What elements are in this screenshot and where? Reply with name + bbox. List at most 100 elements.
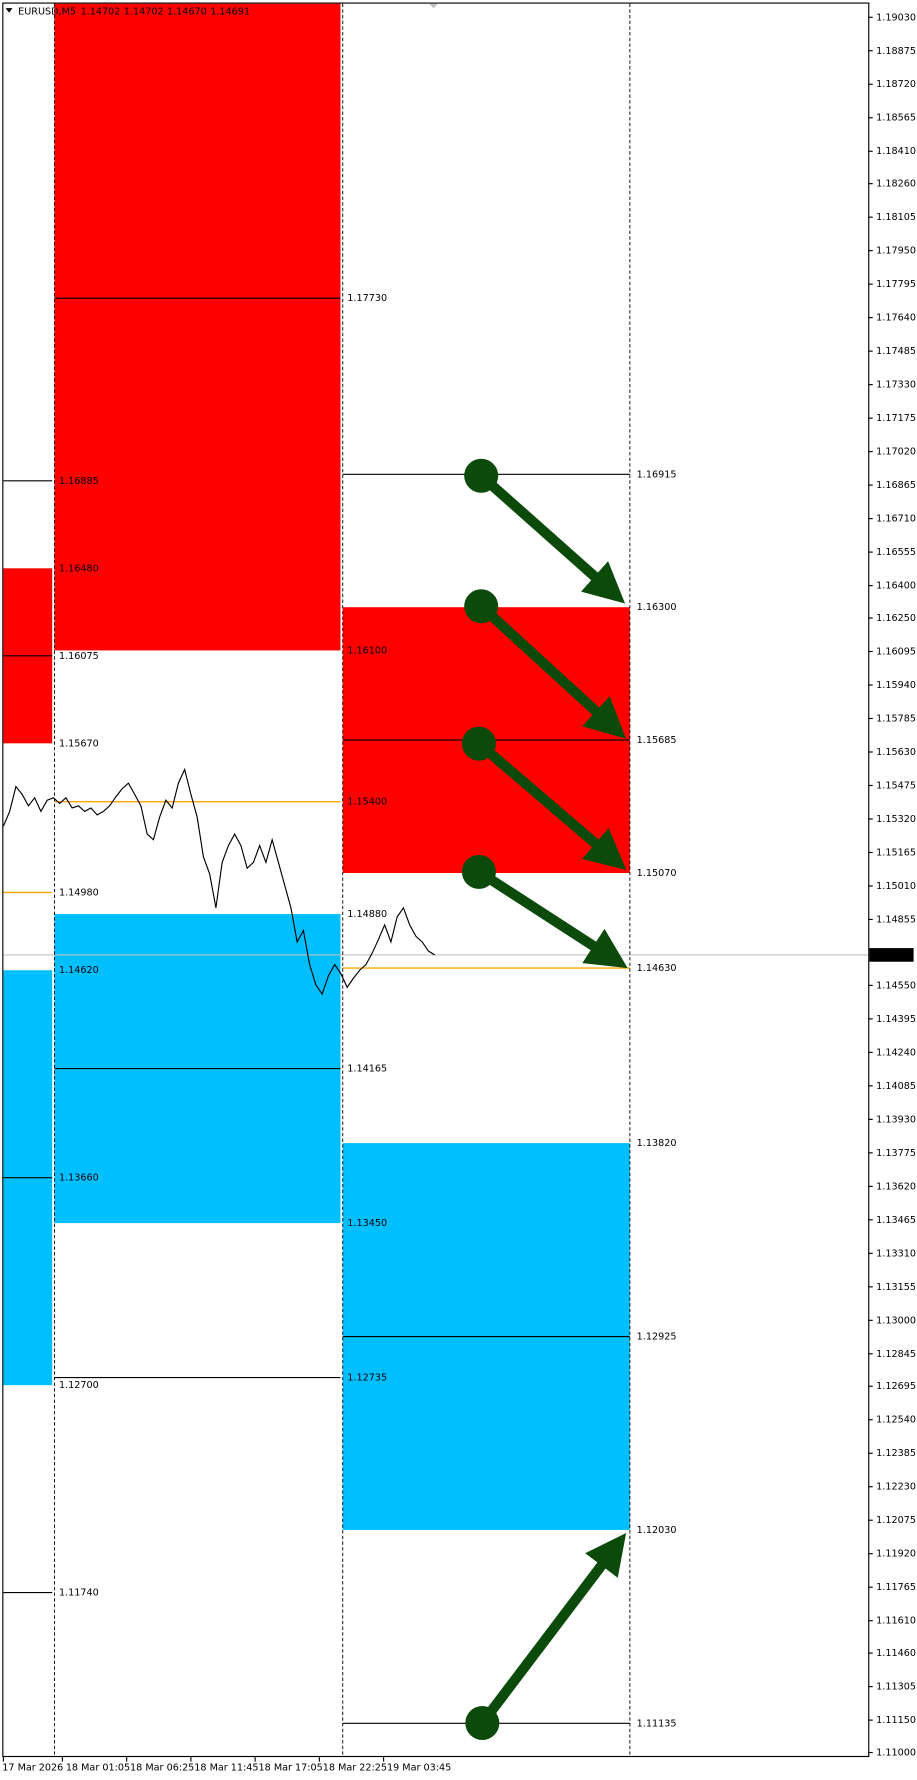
y-tick-label: 1.16555 xyxy=(876,547,916,558)
level-label: 1.12700 xyxy=(59,1380,99,1391)
y-tick-label: 1.12845 xyxy=(876,1349,916,1360)
y-tick-label: 1.17485 xyxy=(876,346,916,357)
x-tick-label: 19 Mar 03:45 xyxy=(387,1762,451,1773)
y-tick-label: 1.16250 xyxy=(876,613,916,624)
y-tick-label: 1.17640 xyxy=(876,313,916,324)
y-tick-label: 1.14855 xyxy=(876,914,916,925)
x-tick-label: 18 Mar 17:05 xyxy=(259,1762,323,1773)
price-axis: 1.19030 1.18875 1.18720 1.18565 1.18410 1.182… xyxy=(868,12,916,1759)
level-labels: 1.16480 1.15670 1.14620 1.12700 1.16100 1.148… xyxy=(59,293,676,1729)
arrow-origin xyxy=(464,458,499,493)
price-line xyxy=(2,767,435,996)
ohlc-open: 1.14702 xyxy=(81,7,121,18)
y-tick-label: 1.17020 xyxy=(876,447,916,458)
y-tick-label: 1.17795 xyxy=(876,279,916,290)
y-tick-label: 1.13000 xyxy=(876,1315,916,1326)
y-tick-label: 1.13930 xyxy=(876,1114,916,1125)
arrow-origin xyxy=(464,589,499,624)
y-tick-label: 1.13310 xyxy=(876,1248,916,1259)
price-series xyxy=(2,767,435,996)
y-tick-label: 1.16865 xyxy=(876,480,916,491)
y-tick-label: 1.11765 xyxy=(876,1582,916,1593)
pivot-label: 1.14630 xyxy=(637,963,677,974)
level-label: 1.11135 xyxy=(637,1718,677,1729)
arrow xyxy=(477,471,626,604)
level-label: 1.15070 xyxy=(637,868,677,879)
y-tick-label: 1.15785 xyxy=(876,713,916,724)
arrow xyxy=(478,1532,627,1727)
x-tick-label: 18 Mar 06:25 xyxy=(130,1762,194,1773)
arrow xyxy=(477,602,627,739)
y-tick-label: 1.18565 xyxy=(876,113,916,124)
shift-marker xyxy=(428,3,439,9)
y-tick-label: 1.14550 xyxy=(876,980,916,991)
pivot-label: 1.14980 xyxy=(59,887,99,898)
y-tick-label: 1.15165 xyxy=(876,847,916,858)
level-label: 1.16885 xyxy=(59,476,99,487)
level-label: 1.16300 xyxy=(637,602,677,613)
x-tick-label: 18 Mar 11:45 xyxy=(194,1762,258,1773)
y-tick-label: 1.11305 xyxy=(876,1682,916,1693)
x-tick-label: 18 Mar 01:05 xyxy=(66,1762,130,1773)
arrow-origin xyxy=(461,726,496,761)
level-label: 1.12735 xyxy=(347,1373,387,1384)
time-axis: 17 Mar 2026 18 Mar 01:05 18 Mar 06:25 18 Ma… xyxy=(2,1757,451,1773)
y-tick-label: 1.11610 xyxy=(876,1616,916,1627)
level-label: 1.13450 xyxy=(347,1218,387,1229)
y-tick-label: 1.17330 xyxy=(876,380,916,391)
level-label: 1.16075 xyxy=(59,651,99,662)
level-label: 1.12925 xyxy=(637,1332,677,1343)
y-tick-label: 1.18105 xyxy=(876,212,916,223)
y-tick-label: 1.19030 xyxy=(876,12,916,23)
y-tick-label: 1.12230 xyxy=(876,1482,916,1493)
separators xyxy=(54,3,631,1758)
y-tick-label: 1.14395 xyxy=(876,1014,916,1025)
arrow xyxy=(476,867,628,969)
level-label: 1.12030 xyxy=(637,1525,677,1536)
level-label: 1.16100 xyxy=(347,645,387,656)
y-tick-label: 1.11150 xyxy=(876,1715,916,1726)
y-tick-label: 1.15010 xyxy=(876,881,916,892)
y-tick-label: 1.11920 xyxy=(876,1549,916,1560)
level-label: 1.17730 xyxy=(347,293,387,304)
x-tick-label: 18 Mar 22:25 xyxy=(323,1762,387,1773)
level-label: 1.15670 xyxy=(59,738,99,749)
level-label: 1.16915 xyxy=(637,469,677,480)
y-tick-label: 1.18875 xyxy=(876,46,916,57)
y-tick-label: 1.17950 xyxy=(876,246,916,257)
y-tick-label: 1.16095 xyxy=(876,647,916,658)
chart-frame xyxy=(2,2,870,1758)
y-tick-label: 1.12385 xyxy=(876,1448,916,1459)
y-tick-label: 1.15320 xyxy=(876,814,916,825)
y-tick-label: 1.17175 xyxy=(876,413,916,424)
arrow xyxy=(475,739,627,870)
current-price-label: 1.14691 xyxy=(873,950,913,961)
level-label: 1.13820 xyxy=(637,1138,677,1149)
menu-triangle xyxy=(5,8,13,13)
level-label: 1.14165 xyxy=(347,1064,387,1075)
arrow-origin xyxy=(465,1705,500,1741)
arrow-origin xyxy=(461,854,496,889)
y-tick-label: 1.13465 xyxy=(876,1215,916,1226)
y-tick-label: 1.12075 xyxy=(876,1515,916,1526)
y-tick-label: 1.12540 xyxy=(876,1415,916,1426)
level-label: 1.14880 xyxy=(347,909,387,920)
y-tick-label: 1.12695 xyxy=(876,1381,916,1392)
y-tick-label: 1.16710 xyxy=(876,514,916,525)
symbol: EURUSD,M5 xyxy=(18,7,76,18)
header: EURUSD,M5 1.14702 1.14702 1.14670 1.14691 xyxy=(18,7,250,18)
supply-zone xyxy=(54,3,341,651)
y-tick-label: 1.13620 xyxy=(876,1181,916,1192)
ohlc-close: 1.14691 xyxy=(210,7,250,18)
ohlc-low: 1.14670 xyxy=(167,7,207,18)
level-label: 1.13660 xyxy=(59,1173,99,1184)
arrows xyxy=(461,458,628,1741)
pivot-label: 1.15400 xyxy=(347,797,387,808)
y-tick-label: 1.15940 xyxy=(876,680,916,691)
level-label: 1.16480 xyxy=(59,563,99,574)
current-price-box xyxy=(869,948,914,962)
y-tick-label: 1.11460 xyxy=(876,1648,916,1659)
y-tick-label: 1.14085 xyxy=(876,1081,916,1092)
ohlc-high: 1.14702 xyxy=(124,7,164,18)
